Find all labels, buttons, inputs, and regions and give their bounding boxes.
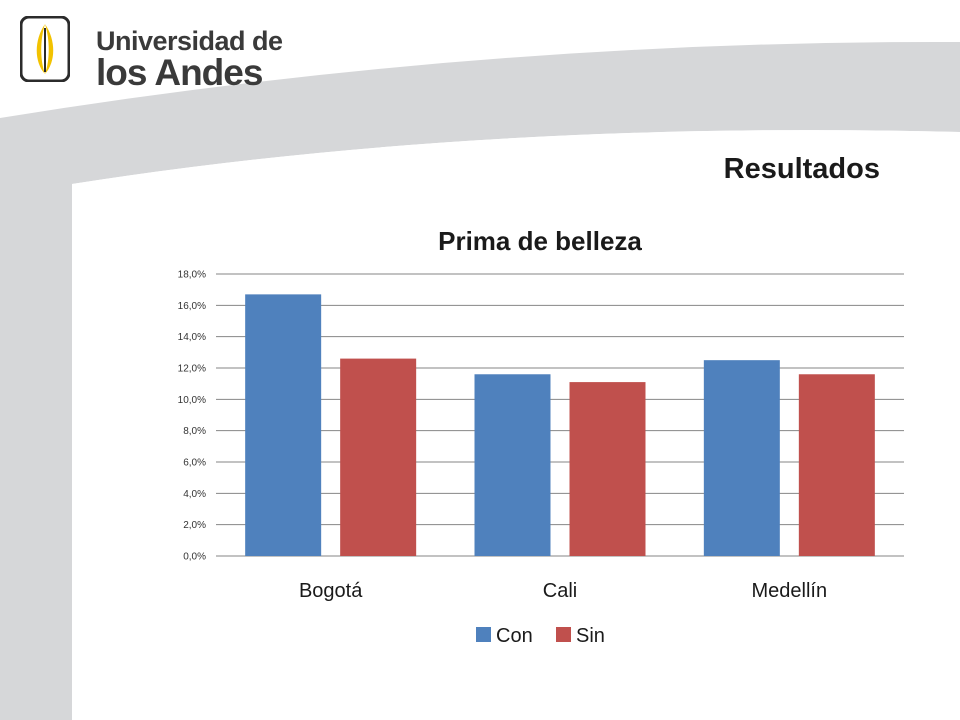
- legend-swatch-con: [476, 627, 491, 642]
- chart-title: Prima de belleza: [438, 226, 642, 256]
- bar-con-0: [245, 294, 322, 556]
- legend: Con Sin: [476, 625, 605, 647]
- x-tick-label: Medellín: [752, 580, 828, 602]
- legend-swatch-sin: [556, 627, 571, 642]
- y-axis-ticks: 0,0% 2,0% 4,0% 6,0% 8,0% 10,0% 12,0% 14,0% 16,0%…: [178, 270, 206, 563]
- y-tick-label: 6,0%: [183, 458, 206, 469]
- y-tick-label: 0,0%: [183, 552, 206, 563]
- y-tick-label: 10,0%: [178, 395, 206, 406]
- x-tick-label: Bogotá: [299, 580, 363, 602]
- logo-line-2: los Andes: [96, 52, 263, 93]
- gridlines: [216, 273, 904, 557]
- bar-sin-0: [340, 358, 417, 556]
- y-tick-label: 8,0%: [183, 426, 206, 437]
- bar-con-2: [703, 360, 780, 556]
- y-tick-label: 2,0%: [183, 520, 206, 531]
- university-logo: Universidad de los Andes: [18, 14, 283, 93]
- legend-label-con: Con: [496, 625, 533, 647]
- bar-sin-2: [798, 374, 875, 556]
- gray-swoosh: [0, 41, 960, 720]
- bars: [245, 294, 875, 556]
- logo-line-1: Universidad de: [96, 26, 283, 56]
- x-tick-label: Cali: [543, 580, 577, 602]
- y-tick-label: 14,0%: [178, 332, 206, 343]
- bar-sin-1: [569, 382, 646, 556]
- y-tick-label: 16,0%: [178, 301, 206, 312]
- slide-title: Resultados: [723, 153, 880, 185]
- legend-label-sin: Sin: [576, 625, 605, 647]
- x-axis-labels: Bogotá Cali Medellín: [299, 580, 827, 602]
- y-tick-label: 12,0%: [178, 364, 206, 375]
- y-tick-label: 4,0%: [183, 489, 206, 500]
- logo-emblem-icon: [20, 16, 70, 82]
- y-tick-label: 18,0%: [178, 270, 206, 281]
- bar-con-1: [474, 374, 551, 556]
